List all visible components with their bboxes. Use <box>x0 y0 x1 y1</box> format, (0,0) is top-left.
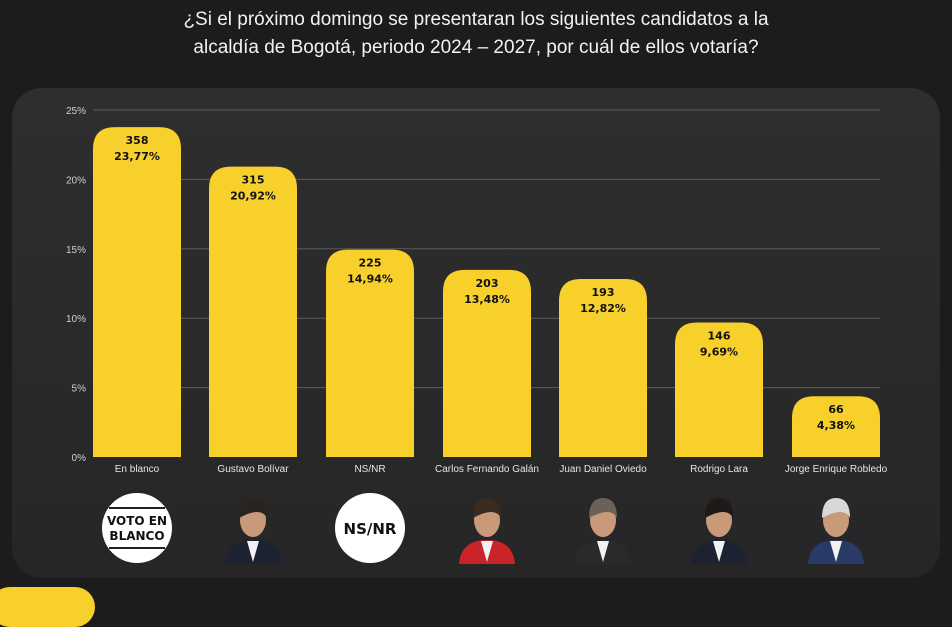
title-line-2: alcaldía de Bogotá, periodo 2024 – 2027,… <box>193 37 759 58</box>
x-tick-label: NS/NR <box>354 464 385 475</box>
bar-value-label: 9,69% <box>700 346 738 359</box>
x-tick-label: Carlos Fernando Galán <box>435 464 539 475</box>
y-tick-label: 15% <box>66 245 86 256</box>
x-tick-label: Rodrigo Lara <box>690 464 748 475</box>
bar-3 <box>443 269 531 457</box>
bar-count-label: 315 <box>242 174 265 187</box>
candidate-photo-hair <box>589 498 617 518</box>
bar-value-label: 4,38% <box>817 419 855 432</box>
y-tick-label: 20% <box>66 175 86 186</box>
x-tick-label: Gustavo Bolívar <box>217 464 289 475</box>
decorative-yellow-shape <box>0 587 95 627</box>
candidate-photo-shirt <box>247 541 259 562</box>
candidate-photo-hair <box>705 498 733 518</box>
bar-count-label: 203 <box>476 277 499 290</box>
bar-count-label: 66 <box>828 403 844 416</box>
y-tick-label: 5% <box>72 384 87 395</box>
y-tick-label: 10% <box>66 314 86 325</box>
y-tick-label: 25% <box>66 106 86 117</box>
bar-2 <box>326 249 414 457</box>
badge-text: VOTO EN <box>107 514 167 528</box>
candidate-photo-hair <box>822 498 850 518</box>
voto-en-blanco-badge <box>102 493 172 563</box>
bar-count-label: 146 <box>708 330 731 343</box>
bar-1 <box>209 166 297 457</box>
candidate-photo-shirt <box>830 541 842 562</box>
candidate-photo-hair <box>473 498 501 518</box>
x-tick-label: Jorge Enrique Robledo <box>785 464 888 475</box>
candidate-photo-shirt <box>481 541 493 562</box>
bar-count-label: 358 <box>126 134 149 147</box>
badge-text: NS/NR <box>344 520 397 538</box>
candidate-photo-hair <box>239 498 267 518</box>
ns-nr-badge <box>335 493 405 563</box>
candidate-photo-shirt <box>713 541 725 562</box>
bar-0 <box>93 127 181 458</box>
bar-4 <box>559 279 647 457</box>
x-tick-label: En blanco <box>115 464 160 475</box>
y-tick-label: 0% <box>72 453 87 464</box>
bar-value-label: 12,82% <box>580 302 626 315</box>
bar-value-label: 13,48% <box>464 293 510 306</box>
bar-value-label: 23,77% <box>114 150 160 163</box>
bar-5 <box>675 322 763 457</box>
bar-count-label: 193 <box>592 286 615 299</box>
candidate-photo-shirt <box>597 541 609 562</box>
title-line-1: ¿Si el próximo domingo se presentaran lo… <box>183 9 769 30</box>
bar-chart: 0% 5% 10% 15% 20% 25% 358 23,77% En blanco VOTO E… <box>66 106 888 564</box>
bar-value-label: 14,94% <box>347 273 393 286</box>
badge-text: BLANCO <box>109 529 164 543</box>
bar-value-label: 20,92% <box>230 190 276 203</box>
bar-count-label: 225 <box>359 257 382 270</box>
x-tick-label: Juan Daniel Oviedo <box>559 464 647 475</box>
bar-6 <box>792 396 880 457</box>
chart-title: ¿Si el próximo domingo se presentaran lo… <box>0 6 952 62</box>
